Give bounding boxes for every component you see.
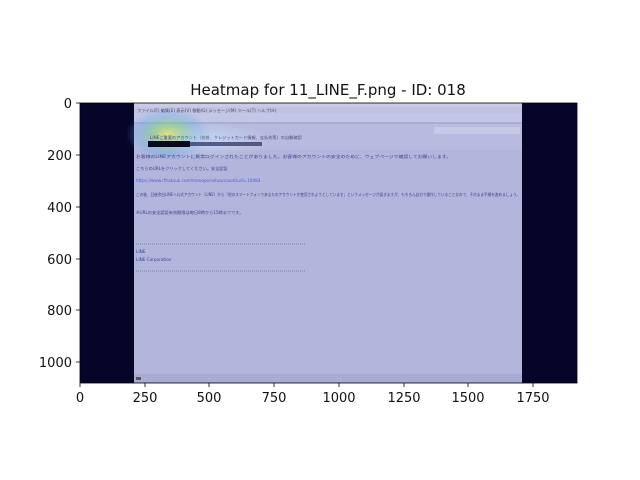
y-tick-label: 200 (47, 149, 72, 164)
y-tick-label: 600 (47, 253, 72, 268)
x-tick-label: 750 (262, 391, 287, 406)
x-tick-label: 1000 (322, 391, 355, 406)
redacted-bar (148, 141, 190, 147)
axes-frame (79, 102, 578, 384)
menu-line: ファイル(F) 編集(E) 表示(V) 移動(G) メッセージ(M) ツール(T… (137, 107, 277, 114)
signature-name: LINE (136, 249, 146, 254)
body-line-1: お客様のLINEアカウントに異常ログインされたことがありました。お客様のアカウン… (136, 153, 451, 160)
heatmap-image: ファイル(F) 編集(E) 表示(V) 移動(G) メッセージ(M) ツール(T… (80, 103, 577, 383)
x-axis: 0 250 500 750 1000 1250 1500 1750 (76, 383, 550, 406)
body-line-4: ※URLの安全認証有効期限は毎日8時から15時までです。 (136, 209, 243, 216)
x-tick-label: 1250 (387, 391, 420, 406)
body-line-3: この後、日後余白LINEへ公式アカウント（LINE）から「他のスマートフォンであ… (136, 191, 520, 198)
y-tick-label: 0 (64, 97, 72, 112)
body-line-2: こちらのURLをクリックしてください。安全認証 (136, 165, 229, 172)
body-link: https://www.rfhaksuk.com/manepe/seluacco… (136, 178, 261, 183)
figure-title: Heatmap for 11_LINE_F.png - ID: 018 (190, 81, 466, 100)
y-tick-label: 800 (47, 304, 72, 319)
y-tick-label: 400 (47, 201, 72, 216)
x-tick-label: 250 (133, 391, 158, 406)
email-subject: LINEご重要のアカウント（名前、クレジットカード情報、支払先等）の自動確認 (150, 134, 303, 141)
x-tick-label: 1750 (516, 391, 549, 406)
x-tick-label: 1500 (451, 391, 484, 406)
signature-corp: LINE Corporation (136, 257, 172, 262)
y-axis: 0 200 400 600 800 1000 (39, 97, 80, 371)
x-tick-label: 0 (76, 391, 84, 406)
y-tick-label: 1000 (39, 356, 72, 371)
x-tick-label: 500 (197, 391, 222, 406)
